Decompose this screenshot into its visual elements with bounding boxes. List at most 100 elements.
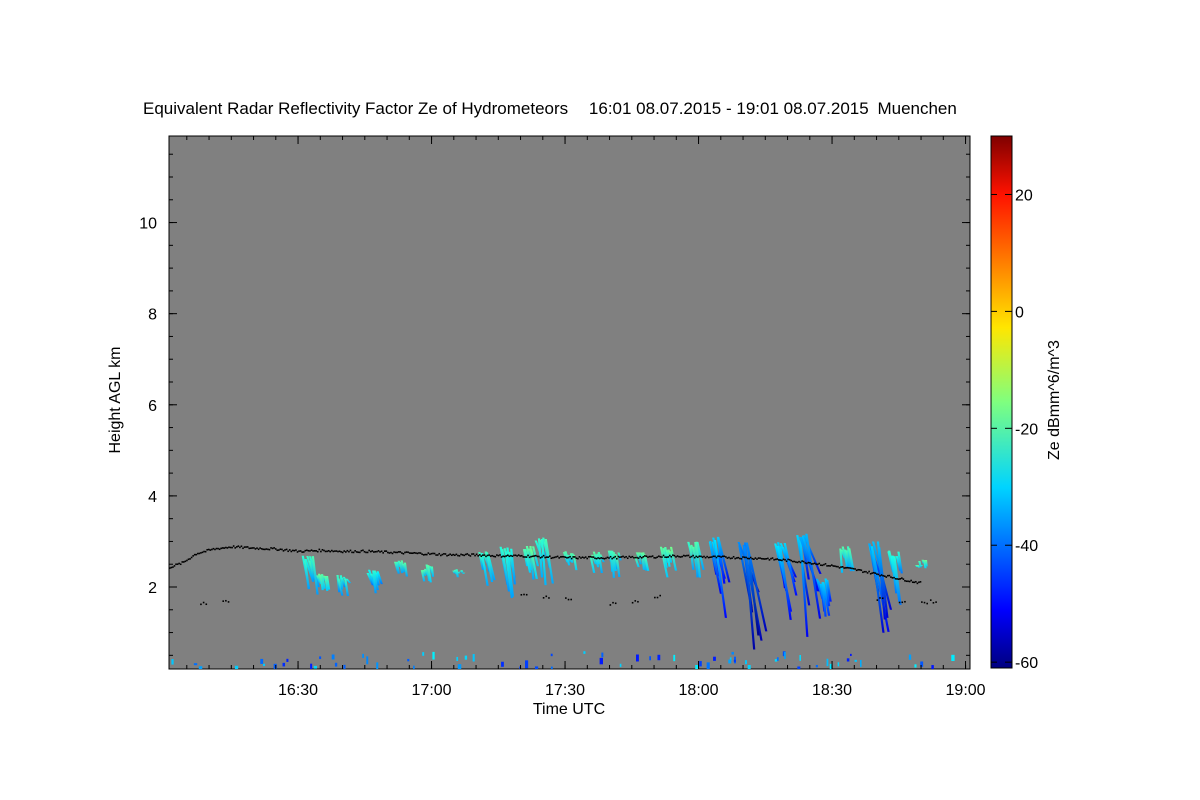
surface-echo — [472, 654, 475, 662]
echo-strand — [501, 549, 511, 592]
echo-strand — [893, 556, 902, 605]
cloud-base-dot — [499, 554, 501, 556]
cloud-base-dot — [520, 594, 523, 596]
colorbar-tick-label: 0 — [1015, 304, 1024, 321]
cloud-base-dot — [371, 550, 374, 552]
cloud-base-dot — [640, 556, 643, 559]
echo-column — [868, 541, 893, 633]
cloud-base-dot — [609, 604, 612, 606]
echo-strand — [506, 547, 515, 597]
surface-echo — [673, 654, 676, 662]
cloud-base-dot — [416, 552, 419, 555]
cloud-base-dot — [170, 566, 173, 569]
surface-echo — [534, 666, 539, 669]
echo-strand — [919, 565, 924, 567]
cloud-base-dot — [749, 556, 752, 559]
cloud-base-dot — [404, 551, 406, 554]
cloud-base-dot — [718, 555, 721, 558]
cloud-base-dot — [818, 562, 821, 565]
cloud-base-dot — [318, 548, 321, 551]
cloud-base-dot — [449, 553, 451, 556]
y-axis-label: Height AGL km — [107, 346, 124, 453]
cloud-base-dot — [461, 554, 464, 556]
cloud-base-dot — [545, 595, 548, 598]
echo-strand — [848, 548, 855, 572]
cloud-base-dot — [327, 549, 330, 552]
cloud-base-dot — [570, 557, 573, 560]
cloud-base-dot — [768, 559, 771, 561]
cloud-base-dot — [511, 555, 514, 558]
cloud-base-dot — [600, 557, 603, 559]
cloud-base-dot — [616, 557, 618, 560]
cloud-base-dot — [436, 554, 439, 556]
cloud-base-dot — [594, 557, 596, 560]
cloud-base-dot — [935, 601, 937, 603]
echo-column — [815, 578, 832, 617]
cloud-base-dot — [888, 574, 891, 577]
cloud-base-dot — [573, 556, 576, 558]
cloud-base-dot — [854, 568, 856, 570]
cloud-base-dot — [402, 552, 405, 555]
echo-column — [915, 559, 928, 569]
colorbar-tick-label: -40 — [1015, 538, 1038, 555]
plot-background — [168, 135, 971, 670]
cloud-base-dot — [217, 547, 219, 550]
surface-echo — [343, 664, 346, 669]
cloud-base-dot — [259, 547, 261, 549]
surface-echo — [456, 656, 459, 661]
surface-echo — [713, 656, 716, 661]
colorbar-tick-label: -60 — [1015, 655, 1038, 672]
surface-echo — [920, 661, 924, 667]
cloud-base-dot — [728, 556, 730, 559]
x-tick-label: 18:00 — [679, 682, 719, 699]
cloud-base-dot — [679, 556, 682, 558]
echo-strand — [400, 560, 405, 573]
cloud-base-dot — [472, 553, 475, 555]
cloud-base-dot — [739, 557, 741, 560]
cloud-base-dot — [176, 563, 179, 565]
cloud-base-dot — [795, 561, 797, 563]
cloud-base-dot — [815, 563, 817, 565]
cloud-base-dot — [771, 557, 774, 559]
echo-strand — [826, 579, 832, 602]
echo-strand — [716, 536, 731, 583]
cloud-base-dot — [550, 557, 553, 560]
echo-strand — [540, 539, 547, 586]
cloud-base-dot — [595, 557, 598, 560]
cloud-base-dot — [222, 600, 224, 602]
chart-title: Equivalent Radar Reflectivity Factor Ze … — [143, 99, 957, 118]
cloud-base-dot — [820, 564, 822, 567]
cloud-base-dot — [880, 574, 883, 576]
cloud-base-dot — [348, 550, 350, 553]
cloud-base-dot — [506, 554, 509, 557]
cloud-base-dot — [424, 553, 427, 556]
cloud-base-dot — [714, 555, 716, 558]
echo-strand — [529, 546, 535, 580]
cloud-base-dot — [904, 580, 906, 582]
echo-layer — [171, 533, 955, 669]
cloud-base-dot — [605, 557, 607, 560]
cloud-base-dot — [569, 555, 571, 558]
cloud-base-dot — [548, 597, 550, 599]
cloud-base-dot — [798, 560, 800, 563]
cloud-base-dot — [891, 577, 894, 579]
cloud-base-dot — [203, 550, 205, 553]
surface-echo — [422, 652, 425, 656]
cloud-base-dot — [330, 549, 333, 552]
cloud-base-dot — [916, 582, 919, 585]
cloud-base-dot — [591, 556, 593, 558]
cloud-base-dot — [488, 554, 490, 556]
cloud-base-dot — [801, 560, 803, 562]
cloud-base-dot — [612, 601, 614, 604]
colorbar-ticks: -60 -40 -20 0 20 — [991, 187, 1038, 672]
cloud-base-dot — [707, 556, 710, 559]
surface-echo — [413, 665, 415, 669]
cloud-base-dot — [326, 550, 328, 553]
cloud-base-dot — [281, 548, 283, 551]
cloud-base-dot — [776, 558, 779, 560]
surface-echo — [273, 663, 277, 669]
cloud-base-dot — [799, 561, 802, 564]
cloud-base-dot — [390, 551, 392, 554]
cloud-base-dot — [245, 546, 247, 548]
